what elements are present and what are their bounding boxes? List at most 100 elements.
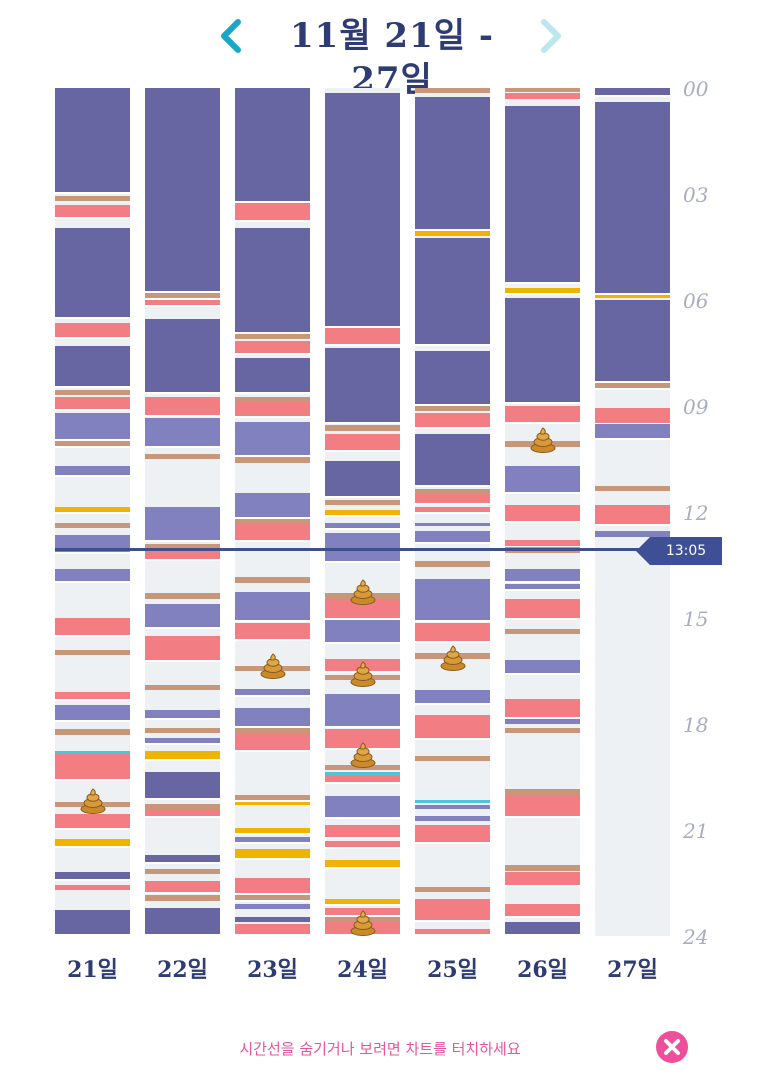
feed-segment[interactable]: [415, 824, 490, 845]
light-sleep-segment[interactable]: [415, 522, 490, 527]
day-column[interactable]: [505, 88, 580, 936]
day-column[interactable]: [325, 88, 400, 936]
feed-segment[interactable]: [235, 877, 310, 896]
sleep-segment[interactable]: [145, 88, 220, 293]
feed-segment[interactable]: [145, 397, 220, 417]
sleep-segment[interactable]: [325, 93, 400, 329]
light-sleep-segment[interactable]: [505, 660, 580, 675]
light-sleep-segment[interactable]: [415, 690, 490, 705]
sleep-segment[interactable]: [415, 434, 490, 488]
light-sleep-segment[interactable]: [415, 531, 490, 544]
diaper-segment[interactable]: [235, 577, 310, 583]
close-hint-button[interactable]: [656, 1031, 688, 1063]
light-sleep-segment[interactable]: [415, 579, 490, 622]
diaper-segment[interactable]: [145, 453, 220, 459]
bottle-segment[interactable]: [325, 898, 400, 906]
diaper-segment[interactable]: [505, 865, 580, 871]
feed-segment[interactable]: [325, 840, 400, 850]
feed-segment[interactable]: [145, 300, 220, 308]
sleep-segment[interactable]: [595, 300, 670, 384]
diaper-segment[interactable]: [325, 425, 400, 431]
sleep-segment[interactable]: [415, 351, 490, 406]
weekly-activity-chart[interactable]: 21일 22일 23일 24일 25일 26일 27일 00 03 06 09 12 15 18 21 24: [0, 0, 782, 1000]
feed-segment[interactable]: [235, 623, 310, 641]
feed-segment[interactable]: [415, 494, 490, 505]
feed-segment[interactable]: [505, 504, 580, 523]
diaper-segment[interactable]: [55, 195, 130, 202]
sleep-segment[interactable]: [505, 298, 580, 405]
feed-segment[interactable]: [55, 884, 130, 891]
feed-segment[interactable]: [505, 904, 580, 919]
diaper-segment[interactable]: [235, 727, 310, 733]
sleep-segment[interactable]: [145, 771, 220, 800]
diaper-segment[interactable]: [145, 895, 220, 901]
light-sleep-segment[interactable]: [415, 805, 490, 809]
feed-segment[interactable]: [505, 699, 580, 719]
feed-segment[interactable]: [145, 808, 220, 818]
light-sleep-segment[interactable]: [595, 423, 670, 440]
bottle-segment[interactable]: [55, 838, 130, 848]
sleep-segment[interactable]: [505, 921, 580, 936]
feed-segment[interactable]: [415, 898, 490, 922]
bottle-segment[interactable]: [145, 750, 220, 762]
light-sleep-segment[interactable]: [55, 534, 130, 555]
sleep-segment[interactable]: [145, 319, 220, 394]
bottle-segment[interactable]: [415, 231, 490, 237]
feed-segment[interactable]: [415, 506, 490, 514]
day-column[interactable]: [595, 88, 670, 936]
day-column[interactable]: [415, 88, 490, 936]
sleep-segment[interactable]: [55, 88, 130, 194]
light-sleep-segment[interactable]: [55, 568, 130, 583]
light-sleep-segment[interactable]: [145, 709, 220, 721]
light-sleep-segment[interactable]: [325, 522, 400, 530]
diaper-segment[interactable]: [415, 755, 490, 762]
light-sleep-segment[interactable]: [415, 815, 490, 822]
diaper-segment[interactable]: [55, 390, 130, 396]
diaper-segment[interactable]: [145, 292, 220, 300]
feed-segment[interactable]: [325, 328, 400, 346]
diaper-segment[interactable]: [235, 794, 310, 802]
diaper-segment[interactable]: [55, 649, 130, 656]
feed-segment[interactable]: [325, 729, 400, 751]
sleep-segment[interactable]: [415, 96, 490, 232]
diaper-segment[interactable]: [55, 522, 130, 528]
feed-segment[interactable]: [505, 93, 580, 99]
feed-segment[interactable]: [505, 598, 580, 620]
sleep-segment[interactable]: [55, 909, 130, 936]
light-sleep-segment[interactable]: [55, 704, 130, 723]
diaper-segment[interactable]: [145, 868, 220, 875]
sleep-segment[interactable]: [595, 102, 670, 295]
sleep-segment[interactable]: [325, 460, 400, 498]
feed-segment[interactable]: [145, 635, 220, 663]
diaper-segment[interactable]: [415, 88, 490, 94]
diaper-segment[interactable]: [505, 628, 580, 634]
diaper-segment[interactable]: [415, 406, 490, 412]
diaper-segment[interactable]: [595, 383, 670, 391]
light-sleep-segment[interactable]: [325, 619, 400, 645]
feed-segment[interactable]: [325, 824, 400, 839]
sleep-segment[interactable]: [145, 907, 220, 936]
light-sleep-segment[interactable]: [325, 796, 400, 820]
light-sleep-segment[interactable]: [145, 603, 220, 629]
sleep-segment[interactable]: [505, 105, 580, 285]
diaper-segment[interactable]: [235, 457, 310, 463]
diaper-segment[interactable]: [505, 88, 580, 92]
sleep-segment[interactable]: [55, 345, 130, 389]
feed-segment[interactable]: [505, 872, 580, 887]
sleep-segment[interactable]: [55, 872, 130, 882]
diaper-segment[interactable]: [145, 803, 220, 809]
diaper-segment[interactable]: [235, 895, 310, 903]
light-sleep-segment[interactable]: [235, 591, 310, 622]
diaper-segment[interactable]: [145, 593, 220, 599]
bottle-segment[interactable]: [595, 294, 670, 299]
bottle-segment[interactable]: [505, 287, 580, 295]
diaper-segment[interactable]: [55, 441, 130, 449]
diaper-segment[interactable]: [235, 397, 310, 403]
bottle-segment[interactable]: [55, 506, 130, 514]
feed-segment[interactable]: [235, 524, 310, 543]
feed-segment[interactable]: [235, 340, 310, 355]
feed-segment[interactable]: [325, 434, 400, 452]
feed-segment[interactable]: [325, 598, 400, 620]
light-sleep-segment[interactable]: [505, 718, 580, 724]
diaper-segment[interactable]: [235, 519, 310, 525]
